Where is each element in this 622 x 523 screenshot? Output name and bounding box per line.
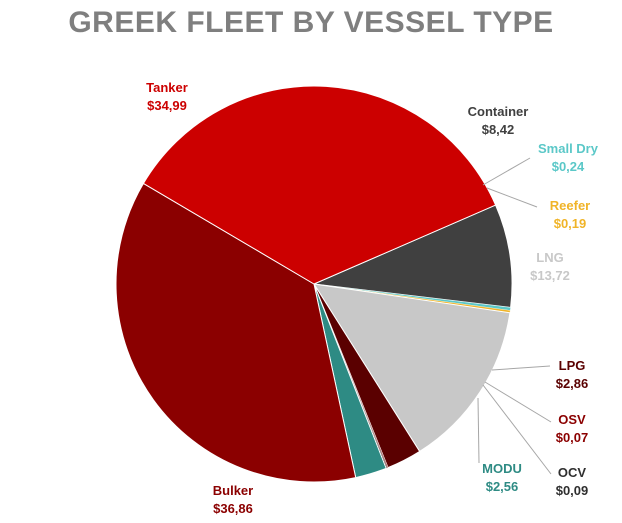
slice-value-lng: $13,72 (530, 268, 570, 283)
slice-value-ocv: $0,09 (556, 483, 589, 498)
leader-line-modu (477, 397, 480, 464)
leader-line-small-dry (482, 157, 531, 186)
slice-label-container: Container (468, 104, 529, 119)
slice-value-tanker: $34,99 (147, 98, 187, 113)
slice-label-tanker: Tanker (146, 80, 188, 95)
slice-label-bulker: Bulker (213, 483, 253, 498)
slice-label-ocv: OCV (558, 465, 587, 480)
slice-value-container: $8,42 (482, 122, 515, 137)
slice-value-modu: $2,56 (486, 479, 519, 494)
pie-slice-tanker (142, 85, 497, 285)
slice-label-osv: OSV (558, 412, 586, 427)
slice-value-lpg: $2,86 (556, 376, 589, 391)
slice-label-lng: LNG (536, 250, 563, 265)
slice-label-small-dry: Small Dry (538, 141, 599, 156)
slice-label-reefer: Reefer (550, 198, 590, 213)
slice-value-reefer: $0,19 (554, 216, 587, 231)
leader-line-reefer (486, 187, 538, 208)
slice-label-modu: MODU (482, 461, 522, 476)
slice-value-bulker: $36,86 (213, 501, 253, 516)
chart-title: GREEK FLEET BY VESSEL TYPE (68, 6, 554, 39)
pie-slice-bulker (115, 182, 357, 483)
pie-slice-container (312, 204, 513, 309)
leader-line-ocv (482, 384, 552, 475)
leader-line-osv (484, 381, 552, 423)
leader-line-lpg (491, 365, 551, 371)
slice-value-osv: $0,07 (556, 430, 589, 445)
pie-slice-lng (312, 283, 511, 453)
slice-value-small-dry: $0,24 (552, 159, 585, 174)
slice-label-lpg: LPG (559, 358, 586, 373)
